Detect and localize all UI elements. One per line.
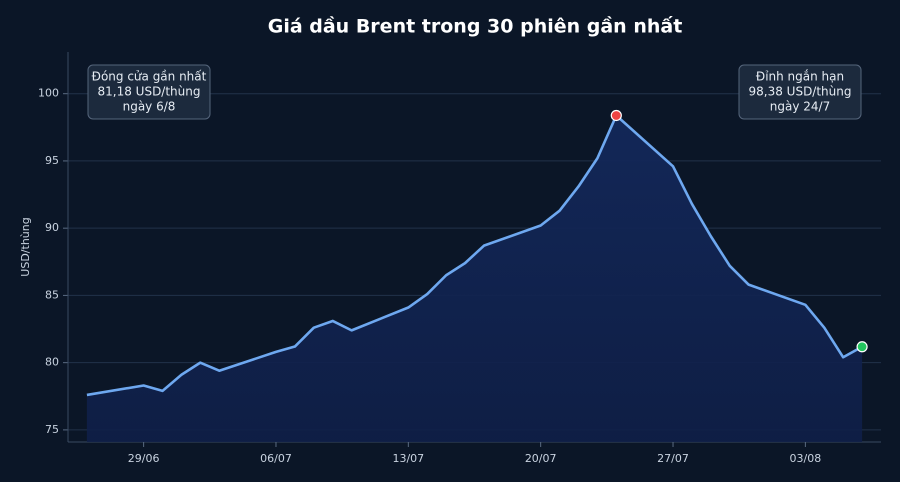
y-tick-label: 85 (45, 288, 59, 301)
annotation-text: ngày 6/8 (123, 100, 176, 114)
y-tick-label: 80 (45, 356, 59, 369)
annotation-text: 81,18 USD/thùng (98, 85, 201, 99)
x-tick-label: 29/06 (128, 452, 160, 465)
y-tick-label: 100 (38, 87, 59, 100)
highlight-point (610, 109, 622, 122)
y-tick-label: 95 (45, 154, 59, 167)
highlight-point (856, 341, 868, 353)
annotation-box (87, 64, 211, 120)
annotation-text: Đỉnh ngắn hạn (756, 70, 844, 84)
y-axis-label: USD/thùng (19, 217, 32, 276)
annotation-text: ngày 24/7 (770, 100, 830, 114)
annotation-text: Đóng cửa gần nhất (92, 70, 207, 84)
x-tick-label: 03/08 (790, 452, 822, 465)
chart-title: Giá dầu Brent trong 30 phiên gần nhất (268, 15, 683, 38)
x-tick-label: 27/07 (657, 452, 689, 465)
area (86, 115, 863, 442)
y-tick-label: 90 (45, 221, 59, 234)
line (86, 114, 863, 397)
annotation-text: 98,38 USD/thùng (749, 85, 852, 99)
y-tick-label: 75 (45, 423, 59, 436)
x-tick-label: 20/07 (525, 452, 557, 465)
annotation-box (738, 64, 862, 120)
x-tick-label: 06/07 (260, 452, 292, 465)
x-tick-label: 13/07 (392, 452, 424, 465)
